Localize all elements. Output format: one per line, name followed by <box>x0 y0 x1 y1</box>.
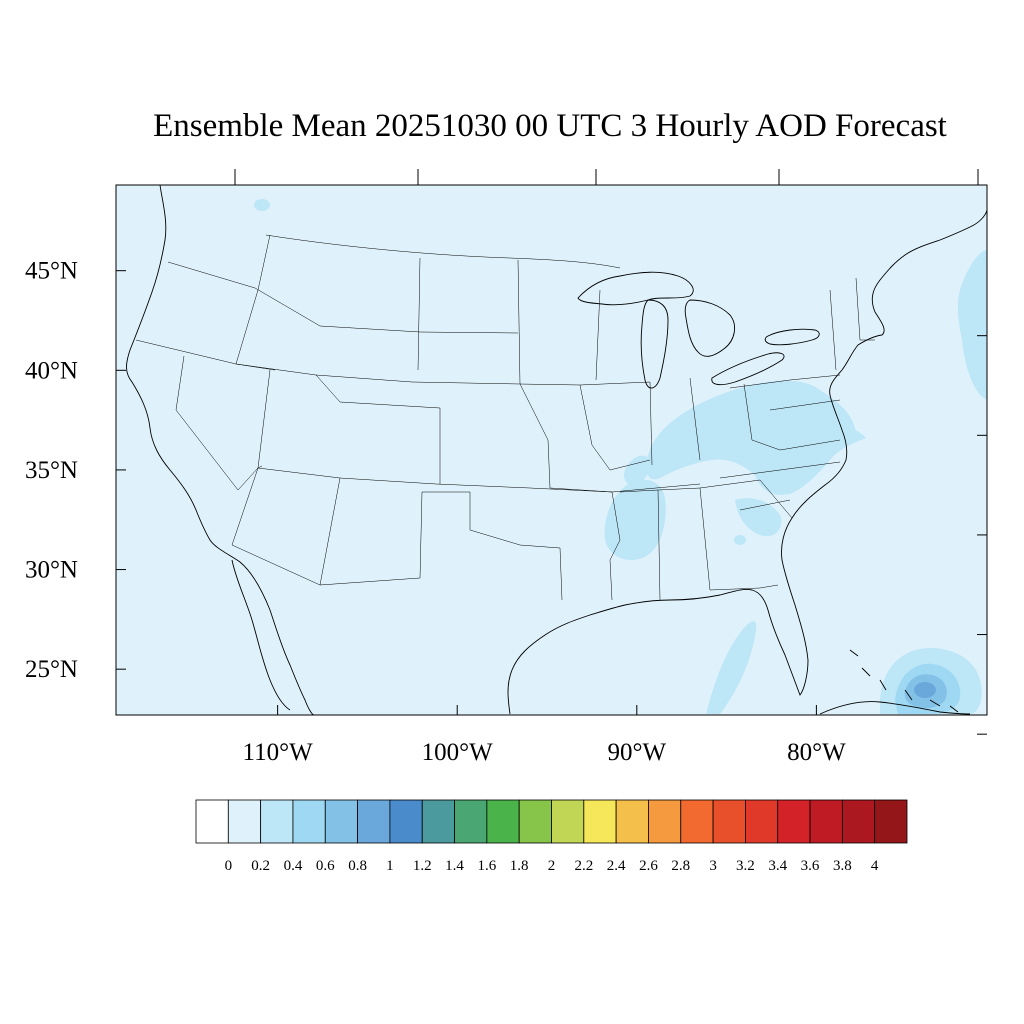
lake-ontario <box>764 328 820 346</box>
aod-plume-bahamas-peak <box>914 682 936 698</box>
colorbar-tick-label: 3.8 <box>833 858 852 874</box>
lat-label: 45°N <box>25 258 78 285</box>
colorbar: 0 0.2 0.4 0.6 0.8 1 1.2 1.4 1.6 1.8 2 2.2 2.4 2.6 2.8 3… <box>195 799 908 874</box>
colorbar-tick-label: 0 <box>225 858 233 874</box>
colorbar-tick-label: 0.2 <box>251 858 270 874</box>
lake-superior <box>577 271 694 306</box>
bahamas-islands <box>849 649 959 713</box>
state-boundaries <box>135 234 875 601</box>
lake-erie <box>711 352 785 386</box>
colorbar-tick-label: 2.8 <box>671 858 690 874</box>
aod-plume-virginia <box>755 416 866 495</box>
colorbar-tick-label: 1.8 <box>510 858 529 874</box>
colorbar-swatch <box>324 799 358 844</box>
lat-label: 35°N <box>25 457 78 484</box>
coastline <box>126 185 987 715</box>
colorbar-tick-label: 3 <box>709 858 717 874</box>
colorbar-swatch <box>777 799 811 844</box>
colorbar-tick-label: 2.6 <box>639 858 658 874</box>
colorbar-tick-label: 3.6 <box>801 858 820 874</box>
colorbar-tick-label: 0.4 <box>284 858 303 874</box>
colorbar-swatch <box>195 799 229 844</box>
map-panel: 45°N 40°N 35°N 30°N 25°N 110°W 100°W 90°W 80°W <box>25 169 988 766</box>
lake-michigan <box>640 299 669 389</box>
colorbar-swatch <box>551 799 585 844</box>
aod-spot-colorado <box>734 535 746 545</box>
lon-ticks: 110°W 100°W 90°W 80°W <box>234 169 979 766</box>
colorbar-swatch <box>745 799 779 844</box>
colorbar-tick-label: 1.4 <box>445 858 464 874</box>
colorbar-swatch <box>615 799 649 844</box>
map-frame <box>115 184 988 716</box>
colorbar-tick-label: 1.2 <box>413 858 432 874</box>
colorbar-swatch <box>841 799 876 844</box>
map-background <box>116 185 987 715</box>
colorbar-swatch <box>292 799 326 844</box>
colorbar-tick-label: 2.2 <box>574 858 593 874</box>
aod-plume-arkansas <box>624 455 651 486</box>
colorbar-tick-label: 0.6 <box>316 858 335 874</box>
aod-plume-atlantic <box>957 250 987 400</box>
colorbar-swatch <box>518 799 552 844</box>
colorbar-swatch <box>680 799 714 844</box>
map-title: Ensemble Mean 20251030 00 UTC 3 Hourly A… <box>153 108 947 144</box>
lat-ticks: 45°N 40°N 35°N 30°N 25°N <box>25 258 987 735</box>
colorbar-swatch <box>260 799 294 844</box>
lake-huron <box>684 299 736 357</box>
lon-label: 80°W <box>787 739 846 766</box>
lat-label: 40°N <box>25 357 78 384</box>
colorbar-tick-label: 3.4 <box>768 858 787 874</box>
colorbar-tick-label: 1 <box>386 858 394 874</box>
colorbar-swatch <box>648 799 682 844</box>
colorbar-tick-label: 3.2 <box>736 858 755 874</box>
lon-label: 90°W <box>608 739 667 766</box>
colorbar-swatch <box>583 799 617 844</box>
colorbar-swatch <box>227 799 262 844</box>
colorbar-tick-label: 2 <box>548 858 556 874</box>
lat-label: 30°N <box>25 557 78 584</box>
aod-plume-gulf <box>706 621 757 714</box>
colorbar-tick-label: 1.6 <box>477 858 496 874</box>
colorbar-swatch <box>357 799 391 844</box>
colorbar-swatch <box>389 799 423 844</box>
colorbar-tick-label: 0.8 <box>348 858 367 874</box>
colorbar-swatch <box>421 799 455 844</box>
colorbar-swatch <box>809 799 843 844</box>
colorbar-swatch <box>486 799 520 844</box>
colorbar-tick-label: 2.4 <box>607 858 626 874</box>
colorbar-swatch <box>454 799 488 844</box>
aod-plume-carolinas <box>735 498 782 537</box>
colorbar-swatch <box>712 799 746 844</box>
colorbar-swatch <box>874 799 908 844</box>
colorbar-tick-label: 4 <box>871 858 879 874</box>
cuba-coast <box>819 701 971 715</box>
lon-label: 100°W <box>422 739 493 766</box>
aod-contours <box>126 185 987 715</box>
aod-spot-washington <box>254 199 270 211</box>
lat-label: 25°N <box>25 656 78 683</box>
lon-label: 110°W <box>243 739 314 766</box>
